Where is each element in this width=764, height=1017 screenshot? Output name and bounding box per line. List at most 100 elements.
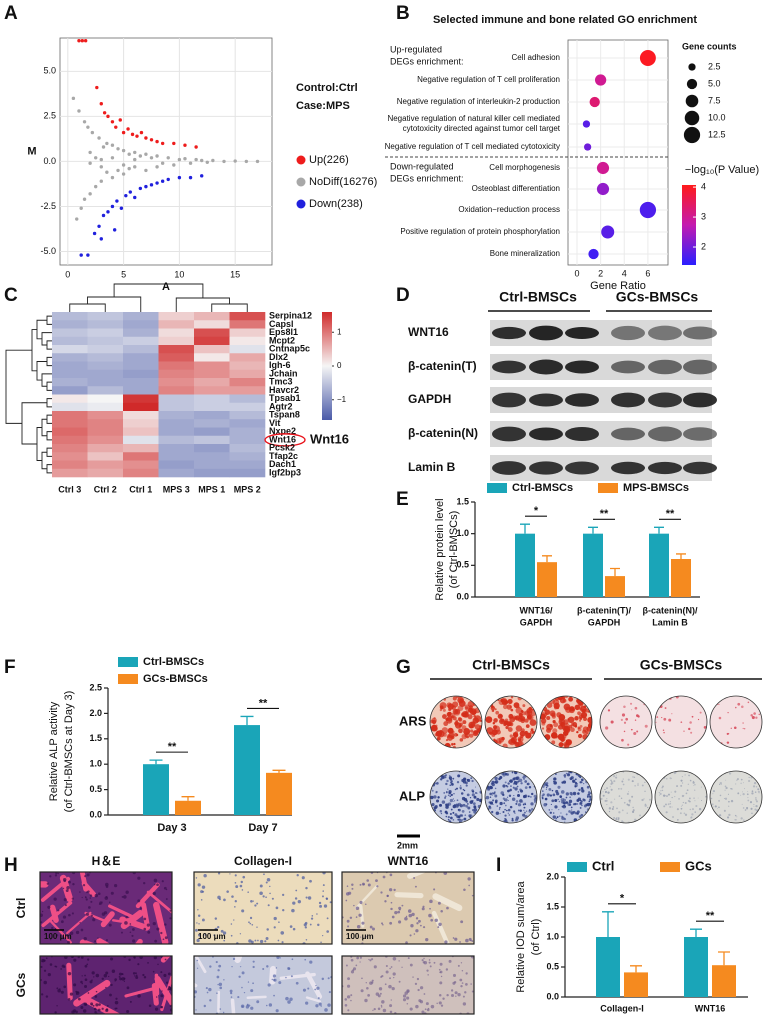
stain-dot xyxy=(664,707,667,709)
cell-nucleus xyxy=(450,989,454,992)
cell-nucleus xyxy=(86,873,90,877)
heat-cell xyxy=(123,353,159,362)
cell-nucleus xyxy=(398,980,401,983)
cell-nucleus xyxy=(250,899,253,903)
heat-cell xyxy=(158,427,195,437)
heat-cell xyxy=(229,427,266,437)
category-label: Bone mineralization xyxy=(490,249,560,258)
point xyxy=(79,253,83,257)
well xyxy=(710,771,762,823)
y-tick-label: 0.5 xyxy=(89,784,102,794)
heat-cell xyxy=(158,402,195,412)
stain-dot xyxy=(466,735,469,739)
stain-dot xyxy=(683,730,685,732)
cell-nucleus xyxy=(389,921,393,925)
heat-cell xyxy=(123,411,159,420)
point xyxy=(121,130,126,135)
cell-nucleus xyxy=(375,879,378,883)
cell-nucleus xyxy=(356,925,361,929)
cell-nucleus xyxy=(196,959,199,962)
bar xyxy=(624,972,648,997)
cell-nucleus xyxy=(90,914,94,918)
stain-dot xyxy=(727,711,729,714)
cell-nucleus xyxy=(256,902,259,905)
well-outline xyxy=(599,695,653,749)
stain-dot xyxy=(580,705,587,713)
heat-cell xyxy=(229,320,266,329)
stain-dot xyxy=(489,801,494,805)
cell-nucleus xyxy=(200,890,204,894)
cell-nucleus xyxy=(162,938,165,941)
point xyxy=(183,157,187,161)
stain-dot xyxy=(583,717,588,722)
heat-cell xyxy=(194,452,230,461)
stain-dot xyxy=(456,799,459,802)
cell-nucleus xyxy=(266,928,269,931)
cell-nucleus xyxy=(406,996,410,1000)
cell-nucleus xyxy=(110,957,114,961)
stain-dot xyxy=(692,781,695,784)
point xyxy=(160,141,165,146)
cell-nucleus xyxy=(114,978,118,981)
stain-dot xyxy=(494,791,496,793)
stain-dot xyxy=(546,702,553,708)
point xyxy=(126,127,130,131)
well-outline xyxy=(484,770,538,824)
stain-dot xyxy=(712,793,714,795)
stain-dot xyxy=(449,812,452,816)
cell-nucleus xyxy=(268,1003,273,1007)
stain-dot xyxy=(617,818,620,821)
cell-nucleus xyxy=(309,960,313,964)
heat-cell xyxy=(87,378,124,387)
band xyxy=(648,461,682,475)
stain-dot xyxy=(445,805,449,809)
micrograph-frame xyxy=(39,871,173,945)
row-label: Lamin B xyxy=(408,460,456,474)
cell-nucleus xyxy=(275,1009,279,1013)
stain-dot xyxy=(718,806,720,809)
heat-cell xyxy=(123,369,159,379)
heat-cell xyxy=(87,419,124,428)
cell-nucleus xyxy=(392,972,396,976)
cell-nucleus xyxy=(304,926,307,929)
stain-dot xyxy=(551,712,556,718)
cell-nucleus xyxy=(407,909,412,913)
stain-dot xyxy=(474,715,482,723)
heat-cell xyxy=(229,411,266,420)
stain-dot xyxy=(669,777,672,780)
cell-nucleus xyxy=(318,901,322,905)
cell-nucleus xyxy=(240,1004,245,1009)
cell-nucleus xyxy=(223,979,225,981)
size-legend-label: 10.0 xyxy=(708,112,726,122)
well-outline xyxy=(484,695,538,749)
point xyxy=(99,157,103,162)
stain-dot xyxy=(545,782,549,785)
band xyxy=(529,393,563,407)
stain-dot xyxy=(460,785,462,787)
error-bar xyxy=(181,796,195,801)
point xyxy=(133,150,137,155)
stain-dot xyxy=(661,785,664,788)
cell-nucleus xyxy=(156,927,160,931)
cell-nucleus xyxy=(264,940,267,943)
point xyxy=(172,141,176,146)
stain-dot xyxy=(473,805,477,808)
cell-nucleus xyxy=(273,926,276,929)
stain-dot xyxy=(494,776,498,781)
row-label: Dlx2 xyxy=(269,352,288,362)
cell-nucleus xyxy=(95,1003,99,1007)
cell-nucleus xyxy=(469,939,472,942)
cell-nucleus xyxy=(307,987,310,990)
cell-nucleus xyxy=(359,956,363,959)
row-label: Igh-6 xyxy=(269,360,291,370)
cell-nucleus xyxy=(54,927,57,930)
stain-dot xyxy=(445,782,448,786)
point xyxy=(138,154,143,158)
stain-dot xyxy=(724,785,727,788)
row-label: Eps8l1 xyxy=(269,327,298,337)
stain-dot xyxy=(755,798,757,801)
stain-dot xyxy=(625,717,628,721)
stain-dot xyxy=(570,811,574,815)
group-label: Down-regulated xyxy=(390,161,454,171)
cell-nucleus xyxy=(233,919,235,921)
